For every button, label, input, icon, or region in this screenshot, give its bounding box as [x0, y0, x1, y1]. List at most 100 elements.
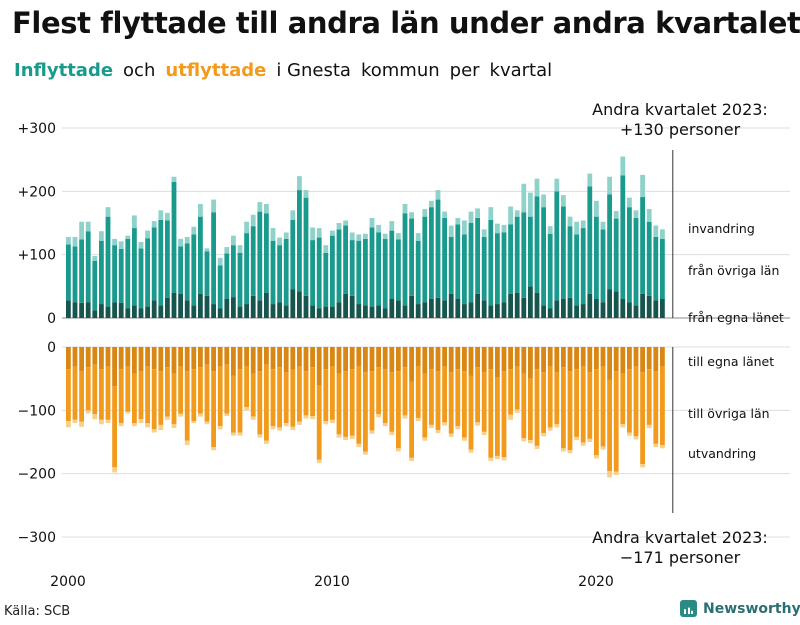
bar-inflow	[125, 235, 131, 239]
bar-outflow	[607, 379, 612, 472]
bar-inflow	[85, 221, 91, 232]
bar-inflow	[402, 204, 408, 214]
bar-inflow	[547, 308, 553, 318]
bar-outflow	[382, 369, 388, 423]
bar-inflow	[495, 304, 500, 318]
bar-inflow	[462, 234, 467, 305]
bar-inflow	[488, 219, 494, 306]
bar-outflow	[264, 347, 269, 365]
bar-outflow	[435, 347, 441, 372]
bar-outflow	[521, 438, 527, 442]
bar-outflow	[138, 347, 144, 372]
bar-inflow	[303, 190, 309, 198]
bar-inflow	[145, 230, 150, 239]
bar-outflow	[158, 424, 164, 430]
bar-inflow	[534, 292, 540, 318]
bar-inflow	[488, 305, 494, 318]
bar-outflow	[310, 347, 315, 368]
bar-inflow	[277, 302, 282, 318]
bar-inflow	[217, 265, 223, 309]
series-label: från övriga län	[688, 263, 779, 278]
bar-outflow	[646, 347, 652, 370]
bar-outflow	[277, 427, 282, 431]
bar-outflow	[633, 436, 639, 440]
bar-inflow	[541, 194, 546, 208]
bar-outflow	[409, 457, 414, 461]
bar-outflow	[132, 373, 137, 423]
bar-outflow	[138, 371, 144, 420]
bar-outflow	[191, 369, 197, 422]
bar-inflow	[396, 239, 401, 301]
bar-inflow	[343, 293, 348, 318]
bar-inflow	[481, 229, 487, 237]
bar-inflow	[554, 178, 560, 192]
bar-inflow	[521, 183, 527, 213]
x-tick-label: 2010	[314, 574, 350, 590]
bar-inflow	[283, 238, 289, 306]
y-tick-label-bottom: −300	[18, 530, 56, 546]
bar-inflow	[184, 300, 190, 318]
bar-outflow	[290, 369, 296, 427]
bar-outflow	[541, 372, 546, 434]
bar-inflow	[415, 233, 421, 241]
bar-inflow	[316, 228, 322, 238]
bar-outflow	[112, 386, 117, 468]
bar-outflow	[118, 423, 124, 427]
bar-inflow	[310, 227, 315, 241]
bar-inflow	[607, 194, 612, 290]
bar-outflow	[620, 347, 626, 374]
y-tick-label-bottom: −200	[18, 467, 56, 483]
bar-outflow	[349, 435, 355, 439]
bar-inflow	[283, 305, 289, 318]
bar-outflow	[85, 367, 91, 411]
bar-inflow	[316, 308, 322, 318]
bar-outflow	[455, 369, 461, 427]
bar-outflow	[429, 369, 434, 425]
bar-outflow	[429, 347, 434, 370]
bar-outflow	[442, 422, 447, 426]
bar-outflow	[574, 347, 579, 370]
bar-inflow	[415, 304, 421, 318]
bar-outflow	[99, 419, 104, 425]
bar-outflow	[224, 413, 230, 417]
bar-outflow	[231, 432, 236, 436]
bar-outflow	[547, 347, 553, 366]
bar-outflow	[580, 366, 586, 443]
bar-outflow	[508, 347, 513, 370]
bar-outflow	[415, 366, 421, 418]
bar-inflow	[402, 213, 408, 306]
bar-outflow	[600, 366, 606, 447]
bar-outflow	[112, 347, 117, 387]
bar-outflow	[72, 419, 78, 423]
bar-outflow	[554, 372, 560, 425]
bar-inflow	[627, 302, 632, 318]
bar-inflow	[250, 226, 256, 296]
bar-inflow	[138, 308, 144, 318]
bar-outflow	[66, 347, 71, 370]
bar-outflow	[620, 373, 626, 425]
bar-inflow	[323, 306, 329, 318]
bar-inflow	[237, 245, 243, 253]
bar-outflow	[330, 366, 335, 420]
bar-outflow	[376, 414, 381, 418]
bar-inflow	[653, 300, 659, 318]
bar-outflow	[488, 457, 494, 461]
bar-outflow	[369, 347, 375, 372]
bar-outflow	[264, 440, 269, 444]
bar-inflow	[455, 217, 461, 225]
bar-inflow	[580, 228, 586, 305]
bar-inflow	[594, 216, 599, 299]
bar-inflow	[184, 243, 190, 301]
bar-inflow	[429, 299, 434, 318]
bar-outflow	[376, 347, 381, 368]
bar-outflow	[99, 347, 104, 370]
bar-outflow	[627, 347, 632, 370]
bar-outflow	[475, 367, 480, 423]
bar-outflow	[145, 366, 150, 423]
bar-outflow	[171, 347, 177, 374]
bar-outflow	[475, 422, 480, 426]
bar-inflow	[620, 156, 626, 176]
bar-outflow	[587, 438, 593, 442]
bar-outflow	[363, 347, 368, 373]
bar-inflow	[244, 221, 249, 234]
